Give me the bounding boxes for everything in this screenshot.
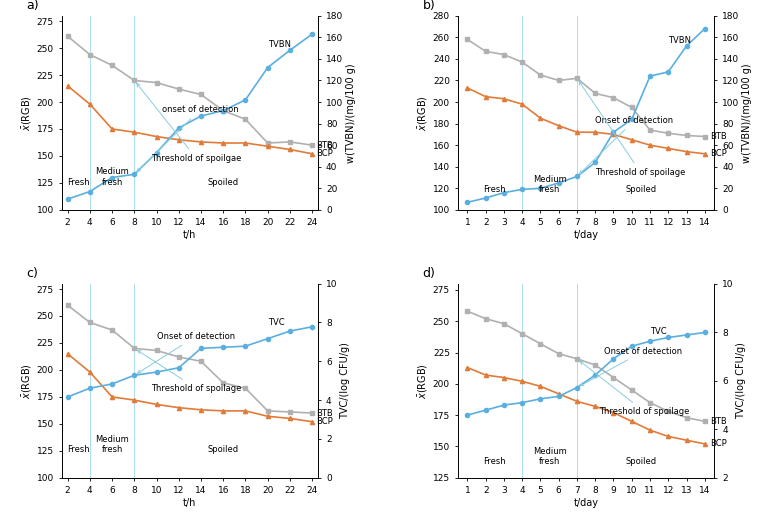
Text: c): c)	[26, 267, 38, 280]
Text: TVC: TVC	[268, 318, 284, 327]
Y-axis label: w(TVBN)/(mg/100 g): w(TVBN)/(mg/100 g)	[743, 63, 752, 163]
Text: Fresh: Fresh	[68, 445, 90, 455]
Text: Threshold of spoilage: Threshold of spoilage	[137, 350, 241, 393]
Y-axis label: $\bar{x}$(RGB): $\bar{x}$(RGB)	[417, 95, 430, 131]
X-axis label: t/h: t/h	[183, 230, 196, 240]
Text: Fresh: Fresh	[483, 457, 506, 466]
X-axis label: t/day: t/day	[573, 230, 598, 240]
Text: BTB: BTB	[710, 132, 727, 141]
Text: TVBN: TVBN	[268, 40, 291, 49]
X-axis label: t/h: t/h	[183, 498, 196, 508]
Text: Medium
fresh: Medium fresh	[532, 175, 566, 194]
Text: Medium
fresh: Medium fresh	[532, 447, 566, 466]
Text: Threshold of spoilage: Threshold of spoilage	[580, 361, 689, 416]
Y-axis label: $\bar{x}$(RGB): $\bar{x}$(RGB)	[21, 95, 33, 131]
Text: a): a)	[26, 0, 39, 12]
Text: Medium
fresh: Medium fresh	[95, 435, 129, 455]
Text: Fresh: Fresh	[483, 185, 506, 194]
Text: Onset of detection: Onset of detection	[137, 332, 234, 373]
Text: Threshold of spoilgae: Threshold of spoilgae	[137, 83, 241, 163]
Text: Onset of detection: Onset of detection	[580, 116, 674, 174]
Text: TVC: TVC	[650, 327, 667, 336]
Text: TVBN: TVBN	[668, 36, 691, 45]
Text: Spoiled: Spoiled	[208, 445, 239, 455]
Text: Threshold of spoilage: Threshold of spoilage	[579, 81, 686, 176]
Text: BCP: BCP	[317, 149, 334, 159]
Text: onset of detection: onset of detection	[137, 105, 239, 172]
Text: Spoiled: Spoiled	[625, 185, 656, 194]
Text: BCP: BCP	[317, 417, 334, 426]
Text: b): b)	[422, 0, 435, 12]
Text: Fresh: Fresh	[68, 177, 90, 186]
Text: Spoiled: Spoiled	[625, 457, 656, 466]
Text: BTB: BTB	[710, 417, 727, 426]
Text: BTB: BTB	[317, 408, 334, 417]
Y-axis label: $\bar{x}$(RGB): $\bar{x}$(RGB)	[417, 363, 430, 398]
Y-axis label: TVC/(log CFU/g): TVC/(log CFU/g)	[736, 342, 747, 419]
Y-axis label: w(TVBN)/(mg/100 g): w(TVBN)/(mg/100 g)	[346, 63, 356, 163]
Text: BCP: BCP	[710, 149, 727, 159]
Text: d): d)	[422, 267, 435, 280]
Text: Onset of detection: Onset of detection	[580, 346, 683, 386]
Text: BCP: BCP	[710, 439, 727, 448]
Text: Medium
fresh: Medium fresh	[95, 167, 129, 186]
Text: BTB: BTB	[317, 141, 334, 150]
Text: Spoiled: Spoiled	[208, 177, 239, 186]
X-axis label: t/day: t/day	[573, 498, 598, 508]
Y-axis label: $\bar{x}$(RGB): $\bar{x}$(RGB)	[21, 363, 33, 398]
Y-axis label: TVC/(log CFU/g): TVC/(log CFU/g)	[341, 342, 350, 419]
